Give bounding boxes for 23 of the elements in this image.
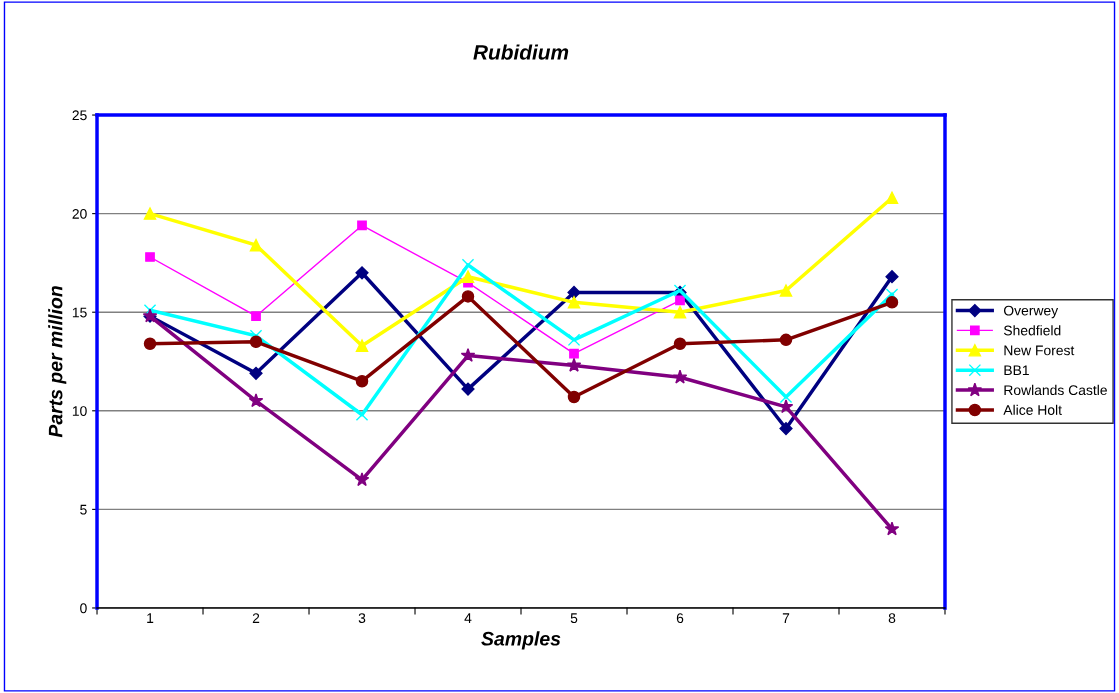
y-tick-label: 15 — [72, 307, 87, 318]
legend-label: Overwey — [1003, 305, 1059, 319]
legend-label: Alice Holt — [1003, 404, 1062, 415]
y-tick-label: 10 — [72, 406, 87, 416]
y-axis-title: Parts per million — [48, 286, 67, 438]
x-tick-label: 6 — [676, 613, 684, 624]
y-tick-label: 5 — [80, 504, 87, 515]
legend-label: Shedfield — [1003, 325, 1061, 336]
y-tick-label: 25 — [72, 110, 87, 121]
chart-title: Rubidium — [473, 44, 569, 60]
legend-label: Rowlands Castle — [1004, 384, 1107, 396]
x-tick-label: 2 — [252, 613, 260, 623]
x-axis-title: Samples — [481, 631, 561, 650]
x-tick-label: 7 — [782, 613, 790, 623]
legend-label: New Forest — [1004, 345, 1075, 356]
legend-label: BB1 — [1004, 365, 1029, 376]
x-tick-label: 5 — [570, 613, 578, 624]
y-tick-label: 20 — [72, 208, 87, 219]
x-tick-label: 4 — [464, 613, 472, 623]
x-tick-label: 1 — [147, 613, 154, 623]
x-tick-label: 3 — [358, 613, 366, 624]
x-tick-label: 8 — [888, 613, 896, 624]
y-tick-label: 0 — [80, 603, 87, 614]
